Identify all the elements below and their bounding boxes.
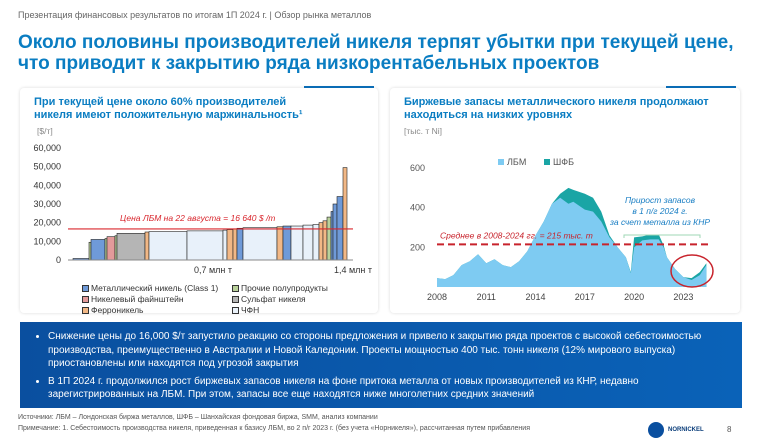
- stocks-title: Биржевые запасы металлического никеля пр…: [404, 96, 709, 121]
- stocks-chart: 200 400 600 2008 2011 2014 2017 2020 2023 ЛБМ ШФБ С…: [410, 157, 714, 302]
- legend-swatch: [82, 296, 89, 303]
- cost-bar: [336, 196, 344, 261]
- annotation-bracket: [623, 234, 701, 238]
- breadcrumb: Презентация финансовых результатов по ит…: [18, 10, 372, 20]
- annotation-text: Прирост запасов: [625, 195, 696, 205]
- x-tick-label: 2011: [477, 292, 496, 302]
- cost-bar: [90, 239, 106, 261]
- cost-bar: [88, 241, 92, 261]
- x-tick-label: 2008: [427, 292, 447, 302]
- legend-item: Ферроникель: [82, 305, 232, 315]
- legend-swatch: [82, 307, 89, 314]
- cost-bar: [104, 238, 108, 261]
- bullet: Снижение цены до 16,000 $/т запустило ре…: [48, 330, 728, 371]
- cost-bar: [312, 224, 320, 261]
- cost-bar: [144, 231, 150, 261]
- y-tick-label: 20,000: [33, 218, 61, 228]
- average-label: Среднее в 2008-2024 гг. = 215 тыс. т: [440, 230, 593, 240]
- y-tick-label: 600: [410, 163, 425, 173]
- cost-curve-title: При текущей цене около 60% производителе…: [34, 96, 303, 121]
- legend-item: ЧФН: [232, 305, 352, 315]
- x-tick-label: 2020: [624, 292, 644, 302]
- annotation-text: в 1 п/г 2024 г.: [632, 206, 687, 216]
- legend-item: Прочие полупродукты: [232, 283, 352, 293]
- legend-swatch: [498, 159, 504, 165]
- cost-curve-legend: Металлический никель (Class 1) Прочие пол…: [82, 283, 352, 315]
- cost-bar: [226, 229, 234, 261]
- cost-bar: [242, 227, 278, 261]
- y-tick-label: 30,000: [33, 199, 61, 209]
- page-title: Около половины производителей никеля тер…: [18, 32, 734, 74]
- cost-bar: [342, 167, 348, 261]
- legend-item: Никелевый файнштейн: [82, 294, 232, 304]
- logo: NORNICKEL: [648, 422, 704, 438]
- highlight-circle: [670, 254, 714, 288]
- cost-bar: [276, 226, 284, 261]
- cost-bar: [322, 220, 328, 261]
- nornickel-logo-icon: [648, 422, 664, 438]
- summary-box: Снижение цены до 16,000 $/т запустило ре…: [20, 322, 742, 408]
- legend-swatch: [544, 159, 550, 165]
- legend-swatch: [232, 285, 239, 292]
- cost-bar: [114, 235, 118, 261]
- legend-item: Металлический никель (Class 1): [82, 283, 232, 293]
- annotation-text: за счет металла из КНР: [609, 217, 710, 227]
- cost-bar: [222, 229, 228, 261]
- legend-label: ЛБМ: [507, 157, 526, 167]
- x-tick-label: 1,4 млн т: [334, 265, 372, 275]
- x-tick-label: 2014: [526, 292, 546, 302]
- legend-swatch: [82, 285, 89, 292]
- lme-area: [437, 197, 707, 287]
- y-tick-label: 50,000: [33, 162, 61, 172]
- y-unit: [$/т]: [37, 126, 53, 136]
- sources: Источники: ЛБМ – Лондонская биржа металл…: [18, 414, 378, 421]
- legend-label: ШФБ: [553, 157, 574, 167]
- page-number: 8: [727, 425, 732, 434]
- y-tick-label: 10,000: [33, 236, 61, 246]
- x-tick-label: 2023: [673, 292, 693, 302]
- cost-bar: [232, 228, 238, 261]
- x-tick-label: 0,7 млн т: [194, 265, 232, 275]
- cost-bar: [148, 231, 188, 261]
- stocks-card: Биржевые запасы металлического никеля пр…: [390, 86, 740, 313]
- cost-bar: [106, 236, 116, 261]
- note: Примечание: 1. Себестоимость производств…: [18, 425, 530, 432]
- legend-item: Сульфат никеля: [232, 294, 352, 304]
- cost-bar: [302, 224, 314, 261]
- x-tick-label: 2017: [575, 292, 595, 302]
- price-line-label: Цена ЛБМ на 22 августа = 16 640 $ /т: [120, 213, 275, 223]
- cost-bar: [186, 230, 224, 261]
- y-tick-label: 0: [56, 255, 61, 265]
- footer: Источники: ЛБМ – Лондонская биржа металл…: [18, 412, 530, 434]
- cost-bar: [326, 216, 332, 261]
- y-tick-label: 40,000: [33, 180, 61, 190]
- legend-swatch: [232, 307, 239, 314]
- cost-bar: [282, 225, 292, 261]
- cost-bar: [290, 225, 304, 261]
- y-tick-label: 60,000: [33, 143, 61, 153]
- cost-bar: [236, 227, 244, 261]
- y-unit: [тыс. т Ni]: [404, 126, 442, 136]
- y-tick-label: 200: [410, 242, 425, 252]
- cost-curve-card: При текущей цене около 60% производителе…: [20, 86, 378, 315]
- cost-curve-chart: 0 10,000 20,000 30,000 40,000 50,000 60,000 0,7…: [33, 143, 372, 275]
- legend-swatch: [232, 296, 239, 303]
- cost-bar: [318, 222, 324, 261]
- cost-bar: [332, 203, 338, 261]
- bullet: В 1П 2024 г. продолжился рост биржевых з…: [48, 375, 728, 402]
- y-tick-label: 400: [410, 203, 425, 213]
- cost-bar: [116, 233, 146, 261]
